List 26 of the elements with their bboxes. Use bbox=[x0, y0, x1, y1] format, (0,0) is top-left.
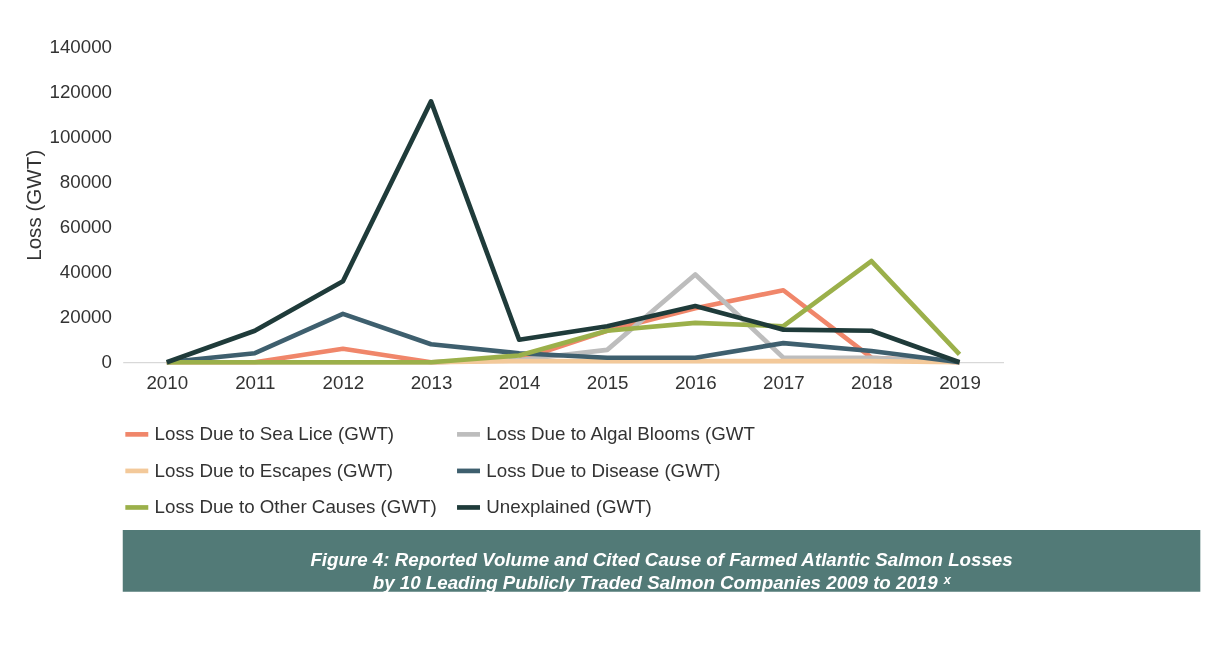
y-tick-label: 100000 bbox=[49, 126, 112, 148]
x-tick-label: 2017 bbox=[762, 371, 805, 393]
x-tick-label: 2013 bbox=[410, 371, 453, 393]
x-tick-label: 2012 bbox=[322, 371, 365, 393]
y-tick-label: 140000 bbox=[49, 36, 112, 58]
y-tick-label: 60000 bbox=[59, 216, 112, 238]
legend-label: Loss Due to Sea Lice (GWT) bbox=[154, 422, 395, 444]
caption: Figure 4: Reported Volume and Cited Cause of Farmed Atlantic Salmon Losses by 10 Leading Publicly Traded Salmon Companies 2009 to 2019 ˣ bbox=[310, 549, 1013, 593]
y-tick-label: 0 bbox=[101, 351, 112, 373]
x-tick-label: 2016 bbox=[674, 371, 717, 393]
x-tick-label: 2010 bbox=[146, 371, 189, 393]
y-tick-label: 40000 bbox=[59, 261, 112, 283]
y-axis-title: Loss (GWT) bbox=[22, 149, 46, 261]
x-tick-label: 2019 bbox=[939, 371, 981, 393]
y-tick-label: 120000 bbox=[49, 81, 112, 103]
legend-label: Loss Due to Algal Blooms (GWT bbox=[486, 422, 756, 444]
legend-label: Unexplained (GWT) bbox=[486, 496, 652, 518]
y-tick-label: 80000 bbox=[59, 171, 112, 193]
x-tick-label: 2014 bbox=[498, 371, 541, 393]
x-tick-label: 2011 bbox=[235, 371, 276, 393]
x-tick-label: 2018 bbox=[851, 371, 893, 393]
legend-label: Loss Due to Disease (GWT) bbox=[486, 459, 721, 481]
x-tick-label: 2015 bbox=[586, 371, 629, 393]
legend-label: Loss Due to Escapes (GWT) bbox=[154, 459, 394, 481]
y-tick-label: 20000 bbox=[59, 306, 112, 328]
legend-label: Loss Due to Other Causes (GWT) bbox=[154, 496, 437, 518]
